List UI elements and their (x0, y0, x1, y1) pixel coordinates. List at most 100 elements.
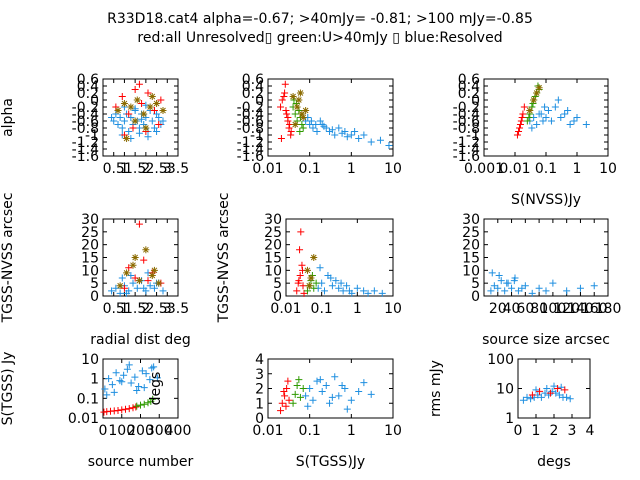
data-point (355, 387, 363, 395)
data-point (303, 266, 311, 274)
data-point (510, 277, 518, 285)
data-point (140, 256, 148, 264)
data-point (328, 282, 336, 290)
data-point (338, 382, 346, 390)
data-point (116, 114, 124, 121)
data-point (343, 282, 351, 290)
series-blue (108, 101, 167, 142)
y-tick-label: -0.6 (237, 114, 264, 130)
y-tick-label: 0 (255, 411, 264, 427)
data-point (108, 287, 116, 295)
y-tick-label: 25 (462, 225, 480, 241)
y-tick-label: 5 (273, 276, 282, 292)
y-tick-label: -0.8 (237, 121, 264, 137)
data-point (508, 284, 516, 292)
x-tick-label: 3 (163, 161, 172, 177)
x-tick-label: 0.1 (299, 161, 321, 177)
data-point (518, 284, 526, 292)
x-tick-label: 1 (120, 301, 129, 317)
y-axis-label: rms mJy (428, 360, 444, 417)
data-point (278, 96, 286, 104)
data-point (118, 406, 126, 414)
y-tick-label: 1 (505, 411, 514, 427)
data-point (306, 385, 314, 392)
data-point (355, 135, 363, 142)
data-point (302, 392, 310, 400)
data-point (135, 382, 143, 390)
series-red (120, 220, 165, 292)
data-point (146, 103, 154, 111)
y-tick-label: -1 (466, 128, 480, 144)
x-tick-label: 20 (489, 301, 507, 317)
x-tick-label: 3 (568, 423, 577, 439)
y-tick-label: 15 (462, 251, 480, 267)
x-axis-label: source size arcsec (482, 332, 610, 348)
panel-offset-vs-size: 20406080100120140160180051015202530sourc… (462, 212, 621, 348)
data-point (555, 391, 563, 399)
data-point (528, 124, 536, 132)
data-point (343, 405, 351, 413)
data-point (277, 103, 285, 111)
data-point (345, 287, 353, 295)
data-point (564, 107, 572, 114)
data-point (527, 395, 535, 403)
data-point (133, 284, 141, 292)
y-tick-label: 0 (90, 289, 99, 305)
y-tick-label: -1.6 (237, 149, 264, 165)
y-tick-label: 5 (471, 276, 480, 292)
data-point (328, 126, 336, 134)
data-point (155, 114, 163, 121)
x-tick-label: 400 (165, 423, 192, 439)
data-point (133, 402, 141, 410)
data-point (280, 387, 288, 395)
data-point (561, 110, 569, 118)
series-blue (526, 96, 590, 132)
data-point (108, 381, 116, 389)
data-point (298, 110, 306, 118)
data-point (123, 135, 131, 142)
data-point (487, 287, 495, 295)
data-point (138, 115, 146, 123)
series-olive (303, 254, 318, 290)
data-point (297, 228, 305, 236)
y-tick-label: 0.2 (77, 86, 99, 102)
data-point (122, 405, 129, 413)
series-green (289, 376, 307, 407)
data-point (331, 131, 339, 139)
data-point (582, 121, 590, 128)
data-point (148, 271, 156, 279)
data-point (135, 129, 143, 137)
y-tick-label: 15 (264, 251, 282, 267)
data-point (501, 287, 509, 295)
data-point (548, 387, 556, 395)
data-point (123, 365, 131, 373)
figure-title-line2: red:all Unresolved▯ green:U>40mJy ▯ blue… (137, 30, 502, 46)
x-tick-label: 0 (99, 423, 108, 439)
data-point (544, 107, 552, 114)
data-point (525, 114, 533, 121)
data-point (320, 122, 328, 130)
data-point (116, 282, 124, 290)
y-tick-label: 0.6 (458, 72, 480, 88)
y-tick-label: 10 (496, 382, 514, 398)
data-point (535, 84, 543, 92)
y-tick-label: 30 (264, 212, 282, 228)
data-point (557, 383, 565, 391)
data-point (282, 107, 290, 114)
data-point (135, 80, 143, 88)
data-point (516, 121, 524, 128)
data-point (523, 117, 531, 125)
x-tick-label: 10 (384, 161, 402, 177)
data-point (520, 103, 528, 111)
data-point (131, 86, 139, 93)
series-red (277, 80, 295, 142)
data-point (129, 261, 137, 269)
y-tick-label: 3 (255, 367, 264, 383)
data-point (503, 279, 511, 287)
data-point (293, 287, 301, 295)
data-point (118, 274, 126, 282)
data-point (347, 396, 355, 404)
x-tick-label: 2.5 (145, 161, 167, 177)
x-tick-label: 10 (384, 301, 402, 317)
